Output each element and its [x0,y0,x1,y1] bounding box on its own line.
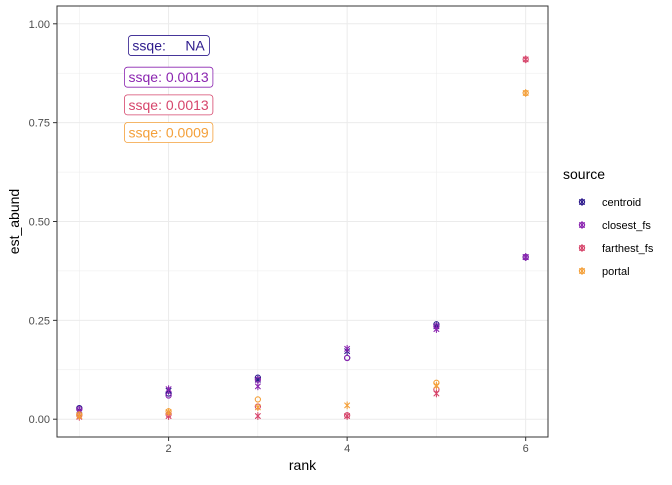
ssqe-label-box [124,122,214,143]
annotations: ssqe: NA ssqe: 0.0013 ssqe: 0.0013 ssqe: 0.… [124,35,214,143]
legend-label: centroid [602,197,641,209]
legend-item-centroid: centroid [578,197,641,209]
legend-key-asterisk [579,267,585,275]
ssqe-label: ssqe: NA [128,35,210,56]
ssqe-label-text: ssqe: 0.0009 [129,125,209,141]
y-tick-label: 0.00 [29,414,50,426]
legend-item-portal: portal [578,266,630,278]
x-tick-label: 6 [523,443,529,455]
x-axis-title: rank [289,457,317,473]
legend-key-asterisk [579,198,585,206]
legend-label: portal [602,266,630,278]
data-point-farthest_fs-asterisk [522,55,529,64]
data-point-portal-asterisk [433,381,440,390]
data-point-portal-circle [254,396,262,403]
data-point-portal-asterisk [76,412,83,420]
y-tick-label: 1.00 [29,19,50,31]
axis-ticks: 2 4 6 0.00 0.25 0.50 0.75 1.00 [29,19,529,455]
legend-item-closest_fs: closest_fs [578,220,651,232]
y-tick-label: 0.50 [29,217,50,229]
legend: source centroid closest_fs farthest_fsport… [563,166,654,278]
ssqe-label: ssqe: 0.0009 [124,122,214,143]
ssqe-label-box [128,35,210,56]
ssqe-label: ssqe: 0.0013 [124,66,214,88]
series-portal [76,89,529,420]
data-point-portal-asterisk [344,401,351,410]
series-closest_fs [76,253,529,416]
x-tick-label: 4 [344,443,350,455]
data-point-closest_fs-asterisk [344,344,351,353]
data-point-farthest_fs-asterisk [433,389,440,398]
legend-key-asterisk [579,244,585,252]
x-tick-label: 2 [166,443,172,455]
legend-item-farthest_fs: farthest_fs [578,243,654,255]
data-point-closest_fs-asterisk [433,325,440,334]
y-tick-label: 0.25 [29,315,50,327]
legend-title: source [563,166,605,182]
ssqe-label-text: ssqe: 0.0013 [129,97,209,113]
data-point-portal-asterisk [522,89,529,97]
ssqe-label-text: ssqe: NA [132,38,205,54]
data-point-closest_fs-circle [254,376,262,383]
legend-label: farthest_fs [602,243,654,255]
data-point-portal-asterisk [165,408,172,417]
data-point-closest_fs-asterisk [165,385,172,394]
legend-key-asterisk [579,221,585,229]
ssqe-label-text: ssqe: 0.0013 [129,69,209,85]
data-point-closest_fs-circle [343,354,351,362]
data-point-portal-asterisk [254,403,261,412]
y-tick-label: 0.75 [29,118,50,130]
data-points [76,55,529,421]
ssqe-label-box [124,66,214,88]
data-point-farthest_fs-asterisk [344,412,351,420]
ssqe-label-box [124,94,214,116]
data-point-closest_fs-asterisk [522,253,529,262]
legend-label: closest_fs [602,220,651,232]
y-axis-title: est_abund [6,189,22,254]
data-point-closest_fs-asterisk [254,382,261,391]
ssqe-label: ssqe: 0.0013 [124,94,214,116]
data-point-farthest_fs-asterisk [254,412,261,420]
